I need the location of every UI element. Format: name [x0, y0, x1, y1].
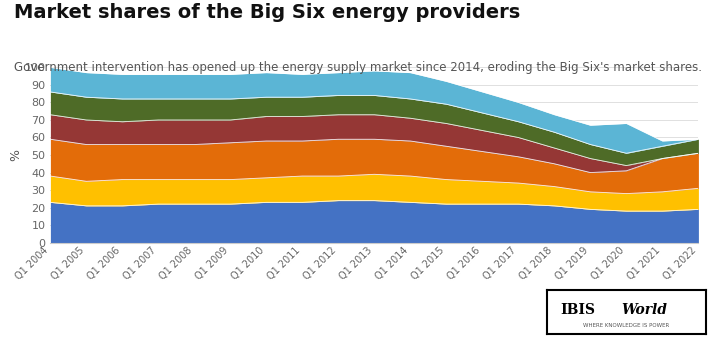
Text: IBIS: IBIS: [560, 303, 595, 316]
Y-axis label: %: %: [9, 149, 22, 161]
Text: Government intervention has opened up the energy supply market since 2014, erodi: Government intervention has opened up th…: [14, 61, 703, 74]
Text: WHERE KNOWLEDGE IS POWER: WHERE KNOWLEDGE IS POWER: [583, 323, 670, 328]
Text: World: World: [621, 303, 667, 316]
Text: Market shares of the Big Six energy providers: Market shares of the Big Six energy prov…: [14, 3, 521, 22]
